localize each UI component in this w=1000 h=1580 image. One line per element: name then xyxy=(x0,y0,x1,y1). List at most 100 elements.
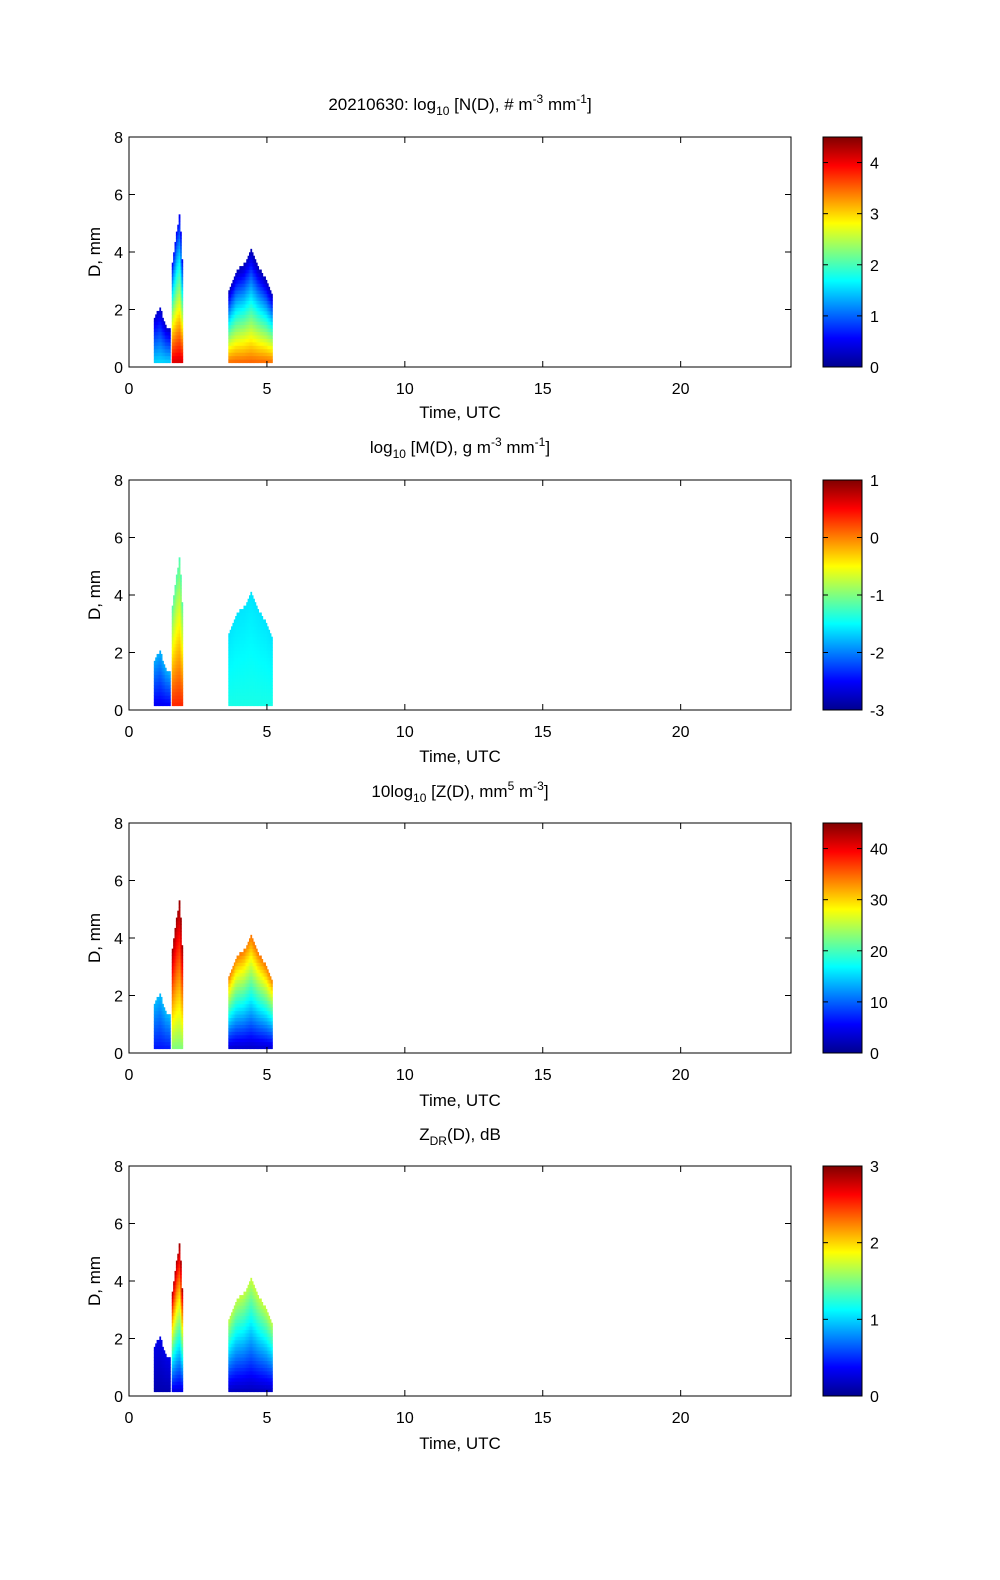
heatmap-cell xyxy=(239,1388,242,1393)
heatmap-cell xyxy=(163,691,166,696)
heatmap-cell xyxy=(167,688,170,693)
heatmap-cell xyxy=(178,996,181,1001)
heatmap-cell xyxy=(159,1381,162,1386)
heatmap-cell xyxy=(250,1312,253,1317)
heatmap-cell xyxy=(171,684,174,689)
heatmap-cell xyxy=(264,1021,266,1025)
heatmap-cell xyxy=(253,941,255,946)
heatmap-cell xyxy=(254,293,257,298)
heatmap-cell xyxy=(246,321,249,326)
heatmap-cell xyxy=(233,1010,236,1015)
heatmap-cell xyxy=(233,640,236,644)
heatmap-cell xyxy=(251,945,254,950)
heatmap-cell xyxy=(173,1010,175,1015)
heatmap-cell xyxy=(243,626,246,631)
heatmap-cell xyxy=(175,993,178,998)
heatmap-cell xyxy=(254,1017,257,1022)
heatmap-cell xyxy=(175,286,178,291)
heatmap-cell xyxy=(240,1014,243,1019)
heatmap-cell xyxy=(246,1301,249,1306)
heatmap-cell xyxy=(260,324,262,329)
heatmap-cell xyxy=(240,1329,243,1334)
heatmap-cell xyxy=(181,335,184,339)
heatmap-cell xyxy=(160,321,163,326)
heatmap-cell xyxy=(232,310,235,315)
heatmap-cell xyxy=(242,272,244,277)
heatmap-cell xyxy=(171,1339,174,1344)
heatmap-cell xyxy=(260,290,262,295)
heatmap-cell xyxy=(233,969,236,974)
heatmap-cell xyxy=(180,248,182,253)
heatmap-cell xyxy=(253,1010,255,1015)
heatmap-cell xyxy=(251,660,254,665)
heatmap-cell xyxy=(265,626,268,631)
heatmap-cell xyxy=(244,664,247,669)
heatmap-cell xyxy=(171,955,174,960)
heatmap-cell xyxy=(254,602,257,607)
heatmap-cell xyxy=(229,1346,232,1351)
heatmap-cell xyxy=(253,948,255,953)
heatmap-cell xyxy=(157,1360,160,1365)
heatmap-cell xyxy=(171,609,174,613)
heatmap-cell xyxy=(269,667,272,672)
heatmap-cell xyxy=(248,266,251,270)
heatmap-cell xyxy=(181,290,184,295)
heatmap-cell xyxy=(228,993,231,998)
heatmap-cell xyxy=(164,1045,167,1050)
heatmap-cell xyxy=(240,1034,243,1039)
heatmap-cell xyxy=(239,355,242,360)
heatmap-cell xyxy=(244,341,247,346)
heatmap-cell xyxy=(246,1326,249,1330)
heatmap-cell xyxy=(271,1041,273,1046)
heatmap-cell xyxy=(261,1014,264,1019)
heatmap-cell xyxy=(181,259,184,264)
heatmap-cell xyxy=(250,965,253,970)
heatmap-cell xyxy=(262,314,265,319)
heatmap-cell xyxy=(266,335,269,339)
heatmap-cell xyxy=(173,1003,175,1008)
heatmap-cell xyxy=(171,307,174,312)
heatmap-cell xyxy=(248,1350,251,1355)
heatmap-cell xyxy=(262,1017,265,1022)
heatmap-cell xyxy=(250,259,253,264)
heatmap-cell xyxy=(229,1322,232,1327)
heatmap-cell xyxy=(248,948,251,953)
heatmap-cell xyxy=(260,972,262,977)
heatmap-cell xyxy=(254,684,257,689)
heatmap-cell xyxy=(240,341,243,346)
heatmap-cell xyxy=(164,348,167,353)
heatmap-cell xyxy=(248,653,251,658)
heatmap-cell xyxy=(254,1045,257,1050)
heatmap-cell xyxy=(255,674,258,679)
heatmap-cell xyxy=(250,276,253,281)
heatmap-cell xyxy=(159,1339,162,1344)
heatmap-cell xyxy=(159,1027,162,1032)
heatmap-cell xyxy=(164,698,167,703)
heatmap-cell xyxy=(247,321,250,326)
y-tick-label: 0 xyxy=(114,703,123,720)
heatmap-cell xyxy=(232,688,235,693)
heatmap-cell xyxy=(257,293,260,298)
heatmap-cell xyxy=(248,990,251,994)
heatmap-cell xyxy=(237,1357,240,1362)
heatmap-cell xyxy=(231,647,233,651)
heatmap-cell xyxy=(174,1270,177,1275)
heatmap-cell xyxy=(248,619,251,624)
heatmap-cell xyxy=(261,338,264,343)
heatmap-cell xyxy=(266,684,269,689)
heatmap-cell xyxy=(169,1038,171,1043)
heatmap-cell xyxy=(268,338,271,343)
heatmap-cell xyxy=(239,297,242,301)
heatmap-cell xyxy=(228,986,231,991)
heatmap-cell xyxy=(235,286,237,291)
heatmap-cell xyxy=(250,986,253,991)
heatmap-cell xyxy=(235,307,237,312)
heatmap-cell xyxy=(247,310,250,315)
heatmap-cell xyxy=(175,667,178,672)
heatmap-cell xyxy=(240,321,243,326)
heatmap-cell xyxy=(156,1364,159,1368)
heatmap-cell xyxy=(180,588,182,593)
heatmap-cell xyxy=(157,1384,160,1389)
heatmap-cell xyxy=(229,324,232,329)
heatmap-cell xyxy=(255,355,258,360)
